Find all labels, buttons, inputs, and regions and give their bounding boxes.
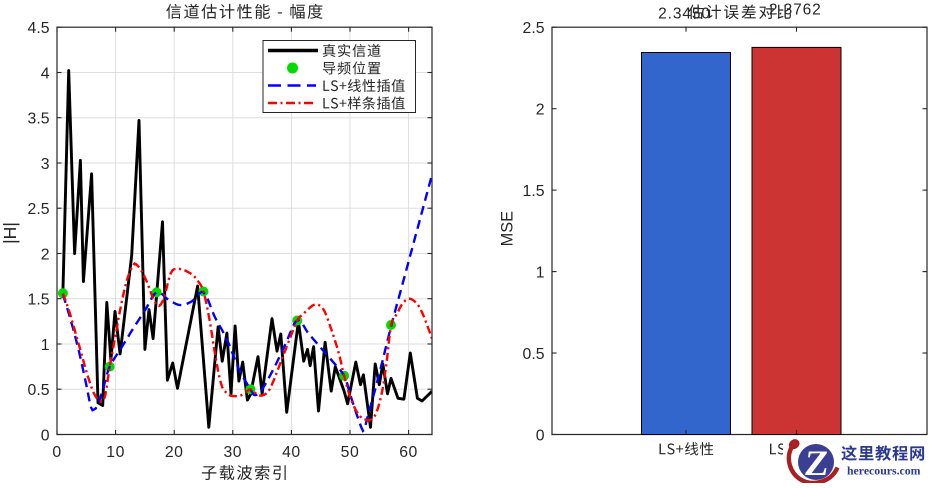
svg-text:|H|: |H|: [0, 222, 20, 244]
svg-text:herecours.com: herecours.com: [847, 464, 921, 478]
svg-text:2: 2: [41, 246, 50, 263]
svg-text:3.5: 3.5: [28, 111, 50, 128]
svg-text:3: 3: [41, 156, 50, 173]
svg-text:50: 50: [341, 444, 360, 461]
svg-text:1.5: 1.5: [523, 183, 545, 200]
svg-text:10: 10: [106, 444, 125, 461]
svg-text:2.3762: 2.3762: [769, 2, 822, 19]
svg-text:4.5: 4.5: [28, 20, 50, 37]
svg-text:20: 20: [165, 444, 184, 461]
svg-text:2.5: 2.5: [523, 20, 545, 37]
svg-text:2: 2: [536, 101, 545, 118]
svg-text:30: 30: [223, 444, 242, 461]
svg-text:0: 0: [52, 444, 61, 461]
svg-text:0: 0: [536, 427, 545, 444]
svg-text:1.5: 1.5: [28, 292, 50, 309]
svg-text:0.5: 0.5: [523, 346, 545, 363]
svg-text:4: 4: [41, 65, 50, 82]
svg-text:1: 1: [41, 337, 50, 354]
svg-text:40: 40: [282, 444, 301, 461]
svg-text:60: 60: [399, 444, 418, 461]
svg-text:2.5: 2.5: [28, 201, 50, 218]
svg-text:Z: Z: [803, 443, 831, 483]
svg-text:1: 1: [536, 264, 545, 281]
svg-text:0.5: 0.5: [28, 382, 50, 399]
svg-text:0: 0: [41, 427, 50, 444]
svg-text:MSE: MSE: [499, 211, 517, 246]
